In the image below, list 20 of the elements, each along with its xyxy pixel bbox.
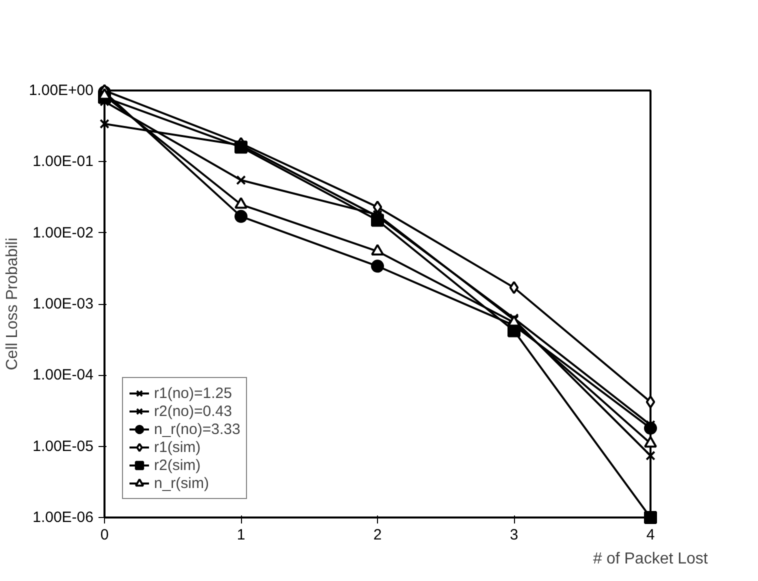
legend-label: r1(sim) <box>154 438 201 456</box>
y-tick-label: 1.00E-05 <box>32 438 94 455</box>
y-tick-label: 1.00E-06 <box>32 509 94 526</box>
x-tick-label: 1 <box>236 526 246 544</box>
x-tick-label: 3 <box>510 526 518 544</box>
y-tick-label: 1.00E-03 <box>32 296 94 312</box>
legend-label: r2(sim) <box>154 456 201 474</box>
legend-label: r1(no)=1.25 <box>154 384 232 402</box>
y-axis-title: Cell Loss Probabili <box>4 238 21 370</box>
y-tick-label: 1.00E-02 <box>32 224 94 242</box>
legend-label: r2(no)=0.43 <box>154 402 232 420</box>
x-axis-title: # of Packet Lost <box>593 550 708 568</box>
legend-label: n_r(no)=3.33 <box>154 420 240 438</box>
y-tick-label: 1.00E+00 <box>28 82 94 99</box>
y-tick-label: 1.00E-01 <box>32 153 94 170</box>
y-tick-label: 1.00E-04 <box>32 366 94 384</box>
x-tick-label: 0 <box>100 526 109 544</box>
legend-label: n_r(sim) <box>154 474 209 492</box>
x-tick-label: 4 <box>646 526 655 544</box>
x-tick-label: 2 <box>373 526 382 544</box>
